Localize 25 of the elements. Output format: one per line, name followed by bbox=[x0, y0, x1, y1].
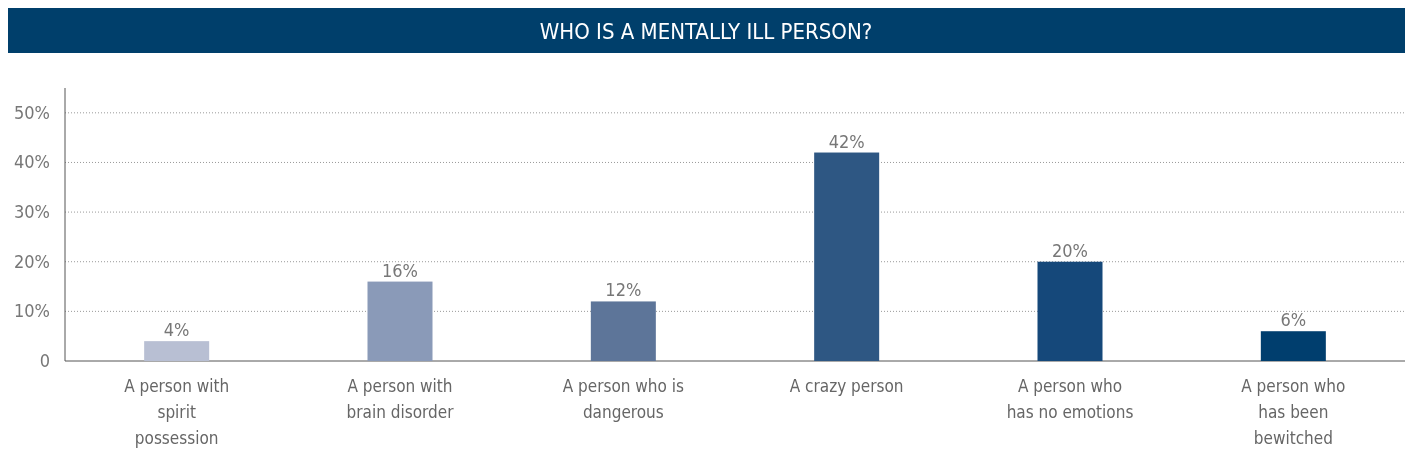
bar bbox=[814, 152, 880, 361]
chart-title: WHO IS A MENTALLY ILL PERSON? bbox=[539, 19, 873, 44]
x-tick-label: A person who has been bewitched bbox=[1241, 376, 1346, 448]
y-tick-label: 50% bbox=[14, 101, 50, 123]
bar bbox=[144, 341, 210, 361]
bar bbox=[590, 301, 656, 361]
bar bbox=[1260, 331, 1326, 361]
y-tick-label: 30% bbox=[14, 201, 50, 223]
data-label: 12% bbox=[605, 279, 642, 301]
data-label: 42% bbox=[828, 130, 865, 152]
y-tick-label: 10% bbox=[14, 300, 50, 322]
data-label: 20% bbox=[1052, 239, 1088, 261]
x-tick-label: A person who has no emotions bbox=[1006, 376, 1134, 422]
y-tick-label: 40% bbox=[14, 151, 50, 173]
x-tick-label: A person who is dangerous bbox=[562, 376, 684, 422]
x-tick-label: A person with spirit possession bbox=[124, 376, 230, 448]
data-label: 16% bbox=[382, 259, 418, 281]
y-tick-label: 20% bbox=[14, 250, 50, 272]
y-tick-label: 0 bbox=[39, 350, 50, 371]
data-label: 4% bbox=[163, 319, 190, 341]
x-tick-label: A crazy person bbox=[789, 376, 904, 396]
bar bbox=[367, 281, 433, 361]
data-label: 6% bbox=[1280, 309, 1307, 331]
bar bbox=[1037, 261, 1103, 361]
x-tick-label: A person with brain disorder bbox=[346, 376, 455, 422]
